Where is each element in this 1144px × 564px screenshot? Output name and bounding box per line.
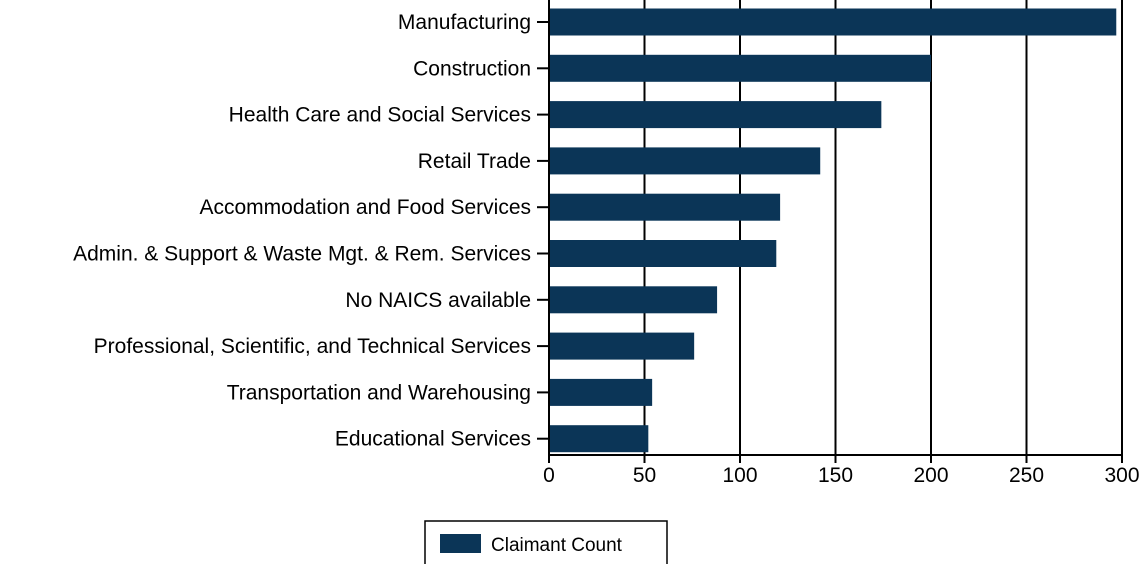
- bar: [549, 425, 649, 453]
- category-label: No NAICS available: [345, 289, 531, 312]
- category-label: Educational Services: [335, 428, 531, 451]
- x-tick-label: 150: [818, 464, 853, 487]
- category-label: Health Care and Social Services: [229, 104, 531, 127]
- x-tick-labels: 0 50 100 150 200 250 300: [543, 464, 1139, 487]
- bar: [549, 332, 695, 360]
- category-labels: Manufacturing Construction Health Care and…: [73, 11, 531, 451]
- legend: Claimant Count: [424, 520, 668, 564]
- bar: [549, 378, 653, 406]
- bar: [549, 286, 718, 314]
- axes: [537, 0, 1123, 463]
- category-label: Professional, Scientific, and Technical …: [94, 335, 531, 358]
- legend-label: Claimant Count: [491, 535, 623, 556]
- x-tick-label: 0: [543, 464, 555, 487]
- x-tick-label: 200: [913, 464, 948, 487]
- category-label: Accommodation and Food Services: [200, 196, 532, 219]
- category-label: Transportation and Warehousing: [227, 381, 531, 404]
- bar: [549, 54, 931, 82]
- bar: [549, 193, 781, 221]
- x-tick-label: 100: [722, 464, 757, 487]
- bar: [549, 147, 821, 175]
- bar: [549, 8, 1117, 36]
- category-label: Construction: [413, 57, 531, 80]
- category-label: Retail Trade: [418, 150, 531, 173]
- bar: [549, 101, 882, 129]
- category-label: Admin. & Support & Waste Mgt. & Rem. Ser…: [73, 243, 531, 266]
- legend-swatch: [440, 534, 481, 553]
- x-tick-label: 250: [1009, 464, 1044, 487]
- bar: [549, 240, 777, 267]
- category-label: Manufacturing: [398, 11, 531, 34]
- x-tick-label: 50: [633, 464, 656, 487]
- bars: [549, 8, 1117, 453]
- x-tick-label: 300: [1104, 464, 1139, 487]
